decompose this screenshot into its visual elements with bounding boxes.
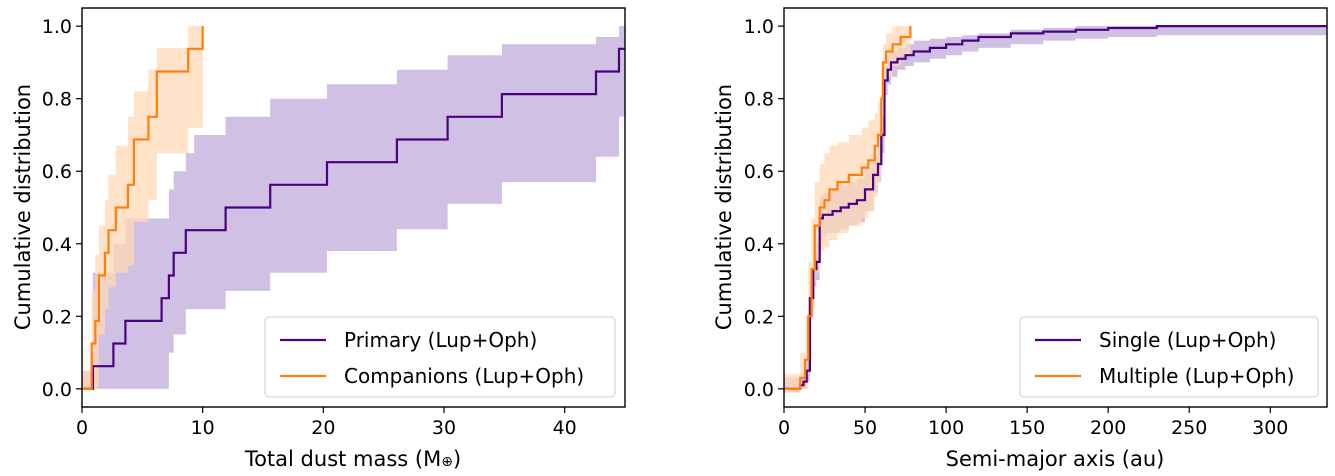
x-ticks: 0 10 20 30 40	[76, 407, 577, 439]
y-axis-label: Cumulative distribution	[11, 84, 35, 330]
band-series-2	[82, 26, 203, 389]
right-chart-panel: 0 50 100 150 200 250 300 0.0 0.2 0.4 0.6 0.8 1.0 Se…	[712, 7, 1328, 471]
y-tick-label: 0.6	[42, 161, 72, 183]
x-axis-label: Total dust mass (M⊕)	[244, 447, 461, 471]
y-tick-label: 0.4	[744, 234, 774, 256]
y-tick-label: 0.2	[744, 306, 774, 328]
x-tick-label: 300	[1252, 417, 1288, 439]
y-tick-label: 0.0	[42, 379, 72, 401]
x-tick-label: 0	[76, 417, 88, 439]
y-ticks: 0.0 0.2 0.4 0.6 0.8 1.0	[744, 16, 784, 401]
x-tick-label: 250	[1171, 417, 1207, 439]
y-tick-label: 1.0	[744, 16, 774, 38]
legend: Primary (Lup+Oph) Companions (Lup+Oph)	[264, 316, 616, 398]
data-lines	[82, 26, 625, 390]
y-axis-label: Cumulative distribution	[712, 84, 736, 330]
legend-label-companions: Companions (Lup+Oph)	[344, 364, 584, 388]
y-tick-label: 0.2	[42, 306, 72, 328]
y-tick-label: 0.8	[42, 89, 72, 111]
step-line-series-1	[82, 47, 625, 390]
y-tick-label: 0.6	[744, 161, 774, 183]
x-tick-label: 200	[1090, 417, 1126, 439]
x-tick-label: 100	[928, 417, 964, 439]
step-line-series-2	[784, 26, 912, 390]
x-ticks: 0 50 100 150 200 250 300	[778, 407, 1288, 439]
legend: Single (Lup+Oph) Multiple (Lup+Oph)	[1019, 316, 1319, 398]
x-tick-label: 30	[432, 417, 456, 439]
y-tick-label: 0.4	[42, 234, 72, 256]
x-tick-label: 20	[311, 417, 335, 439]
y-tick-label: 1.0	[42, 16, 72, 38]
legend-box	[1019, 316, 1319, 398]
y-tick-label: 0.0	[744, 379, 774, 401]
left-chart-panel: 0 10 20 30 40 0.0 0.2 0.4 0.6 0.8 1.0 Total dust …	[11, 7, 626, 471]
band-series-2	[784, 26, 911, 393]
legend-label-primary: Primary (Lup+Oph)	[344, 328, 537, 352]
confidence-bands	[784, 26, 1327, 393]
data-lines	[784, 25, 1327, 390]
x-tick-label: 150	[1009, 417, 1045, 439]
step-line-series-2	[82, 26, 204, 390]
y-ticks: 0.0 0.2 0.4 0.6 0.8 1.0	[42, 16, 82, 401]
plot-frame	[783, 7, 1328, 408]
plot-frame	[81, 7, 626, 408]
legend-box	[264, 316, 616, 398]
x-axis-label: Semi-major axis (au)	[946, 447, 1165, 471]
earth-mass-symbol: ⊕	[441, 454, 453, 470]
x-tick-label: 0	[778, 417, 790, 439]
x-tick-label: 50	[853, 417, 877, 439]
x-tick-label: 10	[191, 417, 215, 439]
legend-label-single: Single (Lup+Oph)	[1099, 328, 1276, 352]
legend-label-multiple: Multiple (Lup+Oph)	[1099, 364, 1294, 388]
y-tick-label: 0.8	[744, 89, 774, 111]
x-tick-label: 40	[553, 417, 577, 439]
